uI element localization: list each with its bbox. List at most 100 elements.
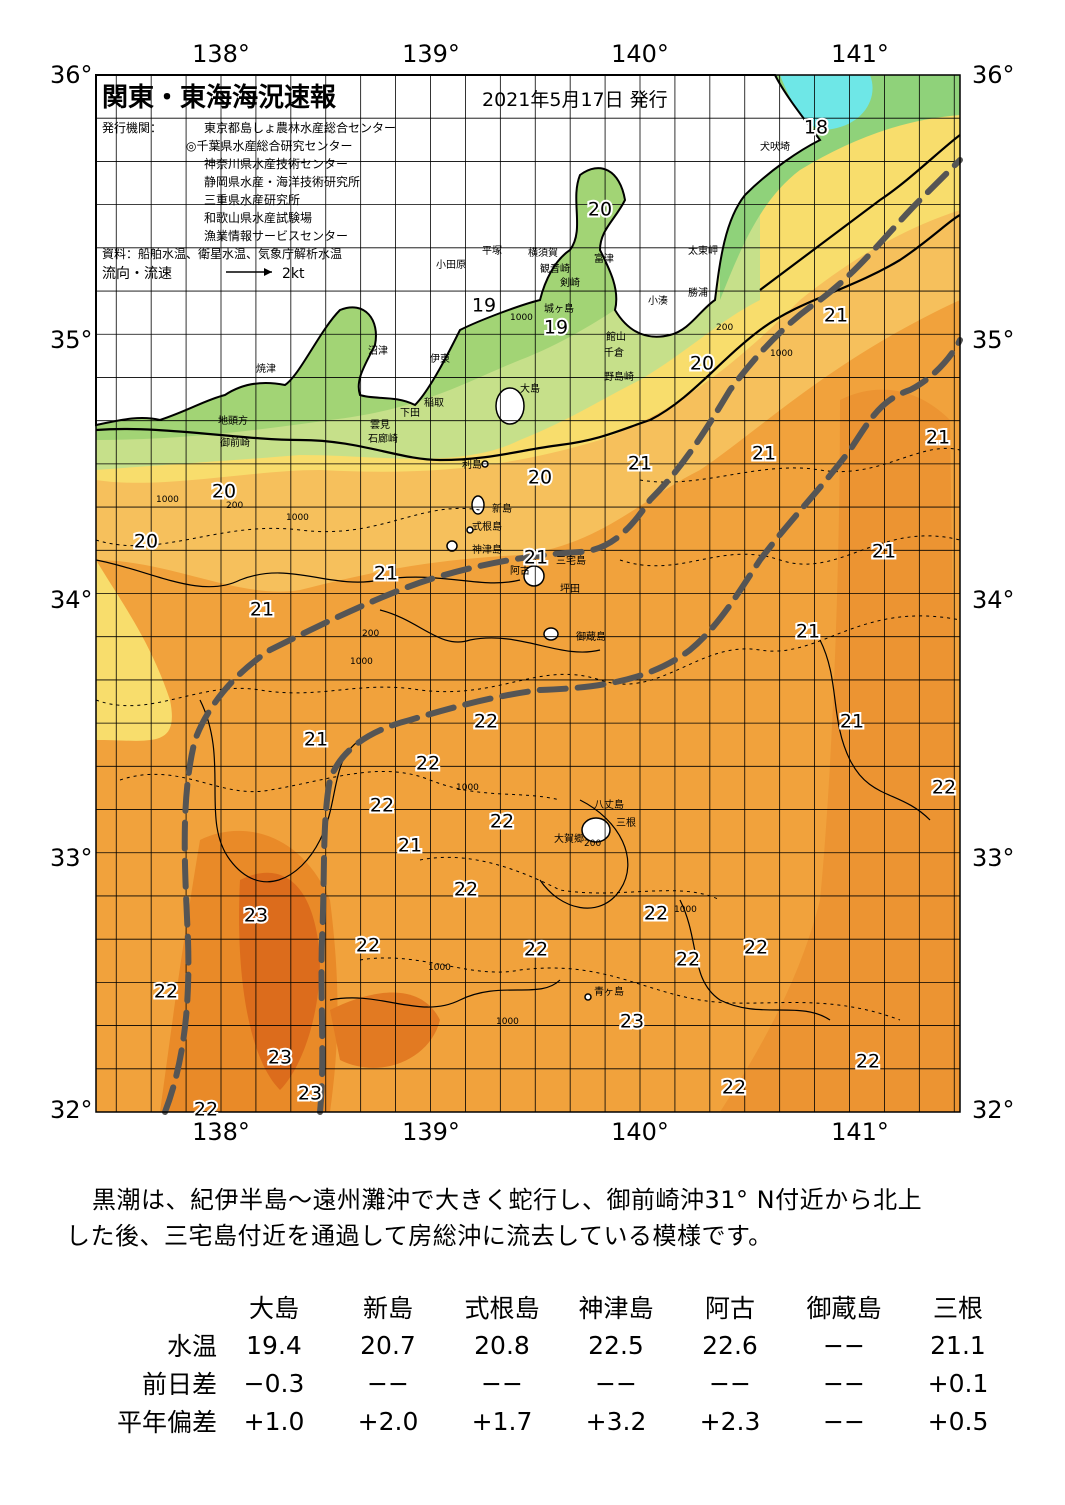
island-mikurajima [543,627,559,641]
island-hachijojima [581,817,611,843]
depth-label: 1000 [496,1017,519,1027]
place-label: 横須賀 [528,246,558,259]
lon-label-top: 140° [611,40,669,68]
depth-label: 200 [584,839,601,849]
depth-contour [95,214,961,462]
station-header: 新島 [362,1294,413,1323]
lon-label-top: 138° [192,40,250,68]
place-label: 坪田 [560,582,580,595]
grid [96,74,960,1112]
table-cell: +1.0 [243,1406,305,1436]
temperature-label: 22 [154,981,178,1003]
place-label: 小湊 [648,294,668,307]
temperature-label: 21 [304,729,328,751]
table-row: 平年偏差 +1.0 +2.0 +1.7 +3.2 +2.3 −− +0.5 [92,1402,1015,1440]
table-cell: −− [367,1368,409,1398]
temperature-label: 20 [690,353,714,375]
issuer: 東京都島しょ農林水産総合センター [204,120,396,135]
place-label: 稲取 [424,397,444,409]
temperature-label: 23 [244,905,268,927]
temperature-label: 22 [490,811,514,833]
place-label: 下田 [400,408,420,419]
temperature-label: 21 [872,541,896,563]
table-cell: +1.7 [471,1406,533,1436]
flow-arrow-head-icon [264,268,272,276]
depth-label: 200 [716,323,733,333]
lon-label-top: 139° [402,40,460,68]
lat-label-left: 34° [50,586,93,614]
place-label: 三宅島 [556,554,586,567]
lat-label-left: 32° [50,1096,93,1124]
lat-label-right: 34° [972,586,1015,614]
temperature-label: 21 [524,547,548,569]
lat-label-right: 35° [972,326,1015,354]
island-oshima [495,387,525,425]
place-label: 神津島 [472,543,502,556]
depth-label: 200 [362,629,379,639]
depth-label: 1000 [156,495,179,505]
summary-line-2: した後、三宅島付近を通過して房総沖に流去している模様です。 [66,1222,773,1250]
temperature-label: 22 [194,1099,218,1121]
table-cell: −− [709,1368,751,1398]
place-label: 三根 [616,816,636,829]
depth-label: 1000 [350,657,373,667]
land [95,74,822,427]
lon-label-bottom: 139° [402,1118,460,1146]
lon-label-top: 141° [831,40,889,68]
island-niijima [471,495,485,515]
row-label: 前日差 [141,1370,217,1399]
temperature-label: 22 [474,711,498,733]
temperature-label: 22 [856,1051,880,1073]
table-cell: −− [823,1368,865,1398]
place-label: 焼津 [256,363,276,375]
temperature-label: 21 [796,621,820,643]
depth-labels: 1000 200 1000 1000 200 1000 200 1000 1000 1000 100… [156,313,793,1027]
temperature-label: 22 [676,949,700,971]
table-cell: 20.8 [474,1330,530,1360]
temperature-label: 20 [588,199,612,221]
temperature-label: 22 [454,879,478,901]
table-cell: −− [481,1368,523,1398]
table-cell: 22.5 [588,1330,644,1360]
place-label: 八丈島 [594,798,624,811]
temperature-label: 21 [824,305,848,327]
table-cell: +2.0 [357,1406,419,1436]
temperature-label: 22 [932,777,956,799]
lon-label-bottom: 141° [831,1118,889,1146]
station-header: 三根 [932,1294,983,1323]
place-label: 大島 [520,382,540,395]
place-label: 新島 [492,502,512,515]
temperature-label: 22 [416,753,440,775]
issuer: 漁業情報サービスセンター [204,229,348,243]
place-label: 館山 [606,330,626,343]
place-label: 雲見 [370,419,390,431]
place-label: 地頭方 [218,414,248,427]
temperature-label: 23 [298,1083,322,1105]
island-aogashima [584,993,592,1001]
place-label: 石廊崎 [368,432,398,445]
place-label: 阿古 [510,564,530,577]
temperature-label: 21 [840,711,864,733]
depth-label: 1000 [286,513,309,523]
station-table: 大島 新島 式根島 神津島 阿古 御蔵島 三根 水温 19.4 20.7 20.… [92,1288,1015,1440]
table-cell: 19.4 [246,1330,302,1360]
summary-text: 黒潮は、紀伊半島～遠州灘沖で大きく蛇行し、御前崎沖31° N付近から北上 した後… [66,1182,1026,1254]
temperature-label: 21 [926,427,950,449]
lon-label-bottom: 140° [611,1118,669,1146]
depth-label: 1000 [428,963,451,973]
temperature-label: 21 [250,599,274,621]
place-label: 観音崎 [540,262,570,275]
table-cell: +3.2 [585,1406,647,1436]
map-frame [95,74,961,1113]
temperature-label: 21 [752,443,776,465]
summary-line-1: 黒潮は、紀伊半島～遠州灘沖で大きく蛇行し、御前崎沖31° N付近から北上 [92,1186,923,1214]
table-cell: +0.5 [927,1406,989,1436]
kuroshio-path [162,157,963,1115]
station-header: 式根島 [464,1294,540,1323]
temperature-label: 22 [722,1077,746,1099]
table-cell: 20.7 [360,1330,416,1360]
table-row: 前日差 −0.3 −− −− −− −− −− +0.1 [92,1364,1015,1402]
place-label: 太東岬 [688,244,718,257]
